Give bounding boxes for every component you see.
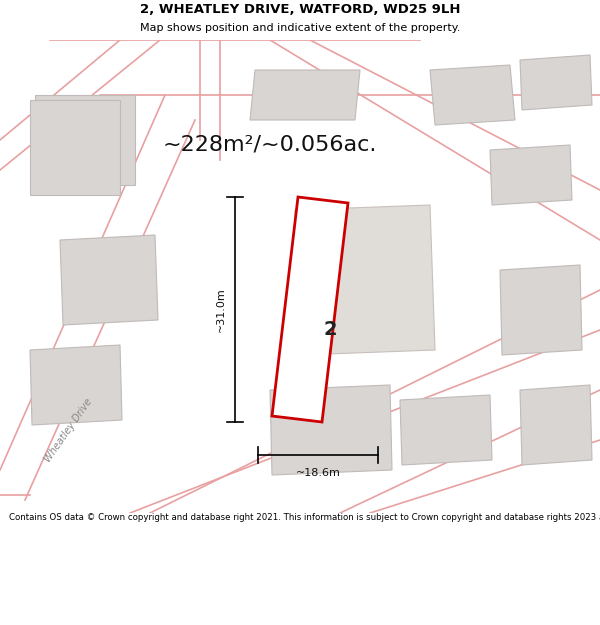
Polygon shape <box>500 265 582 355</box>
Text: Wheatley Drive: Wheatley Drive <box>43 396 94 464</box>
Polygon shape <box>400 395 492 465</box>
Polygon shape <box>270 385 392 475</box>
Polygon shape <box>295 205 435 355</box>
Polygon shape <box>60 235 158 325</box>
Text: ~31.0m: ~31.0m <box>216 287 226 332</box>
Polygon shape <box>520 55 592 110</box>
Text: ~228m²/~0.056ac.: ~228m²/~0.056ac. <box>163 135 377 155</box>
Polygon shape <box>30 345 122 425</box>
Text: 2, WHEATLEY DRIVE, WATFORD, WD25 9LH: 2, WHEATLEY DRIVE, WATFORD, WD25 9LH <box>140 3 460 16</box>
Text: ~18.6m: ~18.6m <box>296 468 340 478</box>
Polygon shape <box>520 385 592 465</box>
Polygon shape <box>35 95 135 185</box>
Polygon shape <box>30 100 120 195</box>
Text: Contains OS data © Crown copyright and database right 2021. This information is : Contains OS data © Crown copyright and d… <box>9 513 600 522</box>
Polygon shape <box>490 145 572 205</box>
Text: Map shows position and indicative extent of the property.: Map shows position and indicative extent… <box>140 23 460 33</box>
Text: 2: 2 <box>323 320 337 339</box>
Polygon shape <box>250 70 360 120</box>
Polygon shape <box>272 197 348 422</box>
Polygon shape <box>430 65 515 125</box>
